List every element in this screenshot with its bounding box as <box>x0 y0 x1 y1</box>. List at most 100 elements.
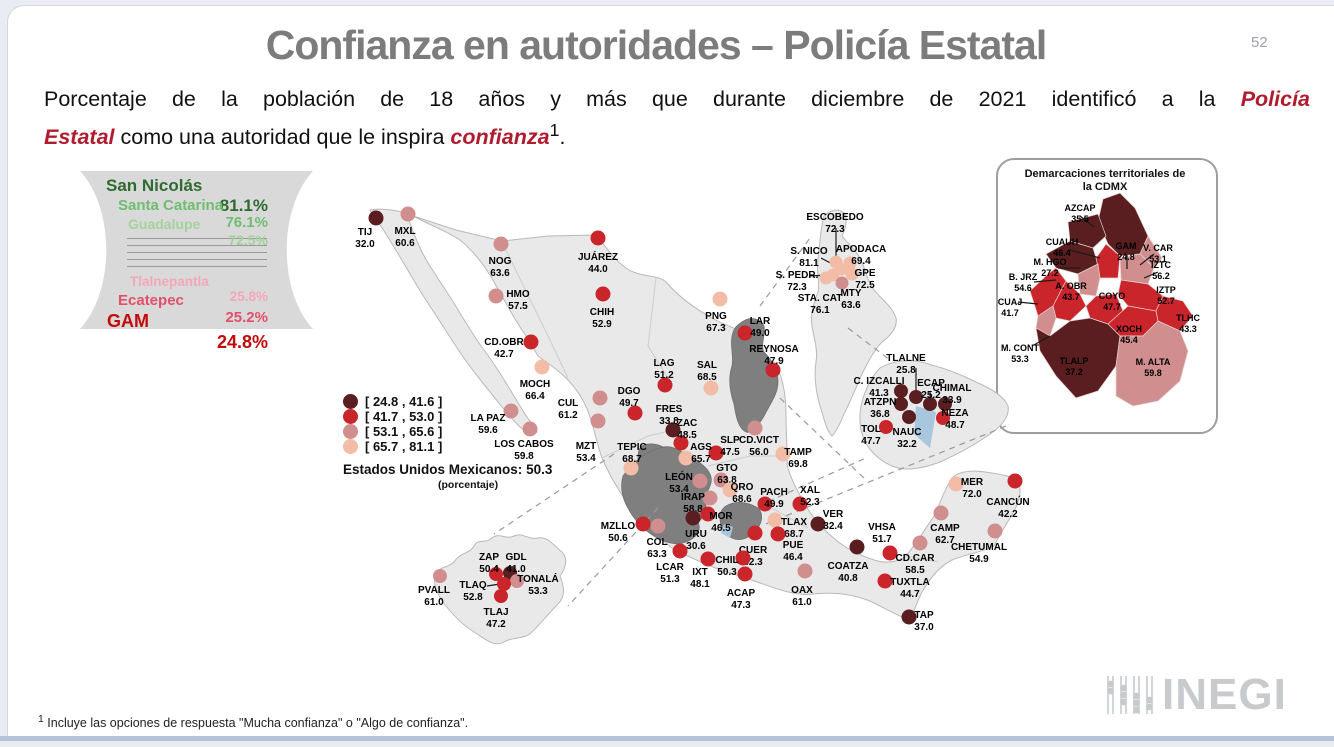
city-value: 46.4 <box>783 552 804 564</box>
city-dot <box>489 289 504 304</box>
cdmx-area-value: 54.6 <box>1009 283 1038 294</box>
city-name: NAUC <box>893 427 922 439</box>
city-name: TLALNE <box>886 353 925 365</box>
city-value: 46.5 <box>709 523 732 535</box>
city-value: 32.4 <box>823 521 844 533</box>
city-value: 32.2 <box>893 439 922 451</box>
city-dot <box>988 524 1003 539</box>
city-name: GDL <box>505 552 526 564</box>
city-dot <box>748 526 763 541</box>
city-dot <box>535 360 550 375</box>
city-value: 76.1 <box>798 305 843 317</box>
city-name: TAP <box>914 610 933 622</box>
city-dot <box>433 569 447 583</box>
city-value: 54.9 <box>951 554 1007 566</box>
city-name: S. PEDR. <box>776 270 819 282</box>
city-value: 44.7 <box>890 589 929 601</box>
city-name: LCAR <box>656 562 684 574</box>
city-name: COL <box>646 537 667 549</box>
city-name: MTY <box>840 288 861 300</box>
city-name: MER <box>961 477 983 489</box>
city-name: C. IZCALLI <box>853 376 904 388</box>
city-value: 51.2 <box>653 370 674 382</box>
city-name: PNG <box>705 311 727 323</box>
city-value: 52.8 <box>459 592 486 604</box>
cdmx-area-name: GAM <box>1116 241 1137 252</box>
cdmx-area-name: IZTC <box>1151 260 1171 271</box>
city-name: STA. CAT <box>798 293 843 305</box>
city-dot <box>850 540 865 555</box>
city-name: AGS <box>690 442 712 454</box>
city-name: LAR <box>750 316 771 328</box>
city-dot <box>494 237 509 252</box>
city-value: 61.0 <box>418 597 450 609</box>
city-dot <box>673 544 688 559</box>
city-value: 53.3 <box>517 586 558 598</box>
city-dot <box>748 421 763 436</box>
city-dot <box>934 506 949 521</box>
city-value: 49.7 <box>618 398 641 410</box>
cdmx-area-name: M. HGO <box>1034 257 1067 268</box>
city-name: APODACA <box>836 244 887 256</box>
city-name: PVALL <box>418 585 450 597</box>
city-dot <box>524 335 539 350</box>
city-name: LA PAZ <box>471 413 506 425</box>
city-name: TUXTLA <box>890 577 929 589</box>
city-value: 72.0 <box>961 489 983 501</box>
cdmx-area-value: 41.7 <box>998 308 1023 319</box>
city-value: 61.2 <box>558 410 579 422</box>
cdmx-area-value: 24.8 <box>1116 252 1137 263</box>
city-name: MZT <box>576 441 597 453</box>
city-name: TAMP <box>784 447 812 459</box>
city-value: 66.4 <box>520 391 551 403</box>
city-value: 42.7 <box>484 349 523 361</box>
city-name: CHIL <box>715 555 738 567</box>
city-name: XAL <box>800 485 820 497</box>
city-name: PACH <box>760 487 788 499</box>
city-name: LAG <box>653 358 674 370</box>
city-value: 56.0 <box>739 447 779 459</box>
city-name: COATZA <box>828 561 869 573</box>
cdmx-area-value: 45.4 <box>1116 335 1142 346</box>
city-value: 68.7 <box>617 454 646 466</box>
city-dot <box>902 410 916 424</box>
city-value: 47.2 <box>484 619 509 631</box>
city-dot <box>798 564 813 579</box>
city-name: ATZPN <box>864 397 897 409</box>
city-name: URU <box>685 529 707 541</box>
city-value: 50.4 <box>479 564 499 576</box>
city-name: ZAC <box>677 418 698 430</box>
city-value: 44.0 <box>578 264 618 276</box>
cdmx-area-value: 43.7 <box>1055 292 1087 303</box>
city-value: 48.1 <box>690 579 709 591</box>
cdmx-area-value: 56.2 <box>1151 271 1171 282</box>
city-value: 68.5 <box>697 372 717 384</box>
city-dot <box>523 422 538 437</box>
